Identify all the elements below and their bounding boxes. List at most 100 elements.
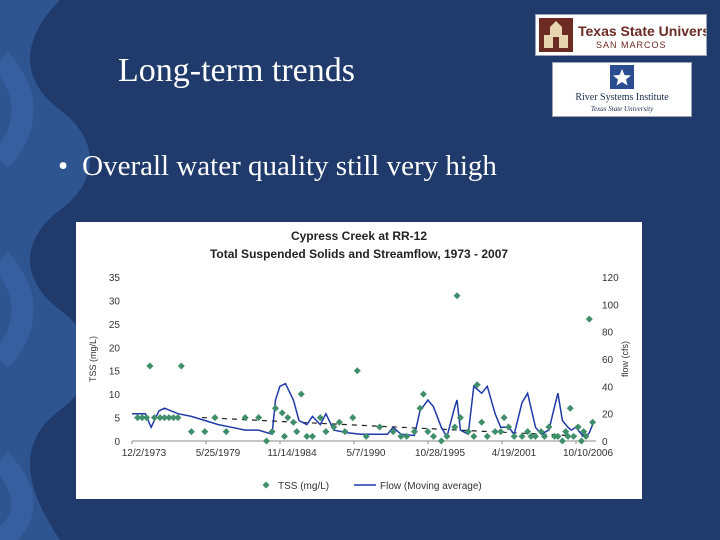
tss-point bbox=[564, 432, 572, 440]
slide-title: Long-term trends bbox=[118, 52, 355, 89]
tss-point bbox=[537, 428, 545, 436]
tss-point bbox=[322, 428, 330, 436]
tss-point bbox=[376, 423, 384, 431]
tss-point bbox=[464, 428, 472, 436]
tss-point bbox=[429, 432, 437, 440]
tss-point bbox=[177, 362, 185, 370]
tss-point bbox=[341, 428, 349, 436]
tss-point bbox=[262, 437, 270, 445]
x-tick-label: 4/19/2001 bbox=[492, 448, 537, 459]
chart-subtitle: Total Suspended Solids and Streamflow, 1… bbox=[210, 247, 508, 261]
tss-point bbox=[222, 428, 230, 436]
tss-point bbox=[473, 381, 481, 389]
tss-point bbox=[134, 414, 142, 422]
tss-streamflow-chart: Cypress Creek at RR-12 Total Suspended S… bbox=[76, 222, 642, 499]
chart-title: Cypress Creek at RR-12 bbox=[291, 229, 427, 243]
texas-state-logo: Texas State University SAN MARCOS bbox=[535, 14, 707, 56]
bullet-text: Overall water quality still very high bbox=[82, 150, 497, 182]
tss-point bbox=[491, 428, 499, 436]
chart-svg: Cypress Creek at RR-12 Total Suspended S… bbox=[88, 229, 630, 492]
y-tick-label: 35 bbox=[109, 273, 121, 284]
river-systems-institute-logo: River Systems Institute Texas State Univ… bbox=[552, 62, 692, 117]
tss-point bbox=[187, 428, 195, 436]
tss-point bbox=[308, 432, 316, 440]
tss-point bbox=[524, 428, 532, 436]
tss-point bbox=[335, 418, 343, 426]
tss-point bbox=[211, 414, 219, 422]
y2-tick-label: 20 bbox=[602, 410, 614, 421]
tss-point bbox=[362, 432, 370, 440]
tss-point bbox=[500, 414, 508, 422]
tss-point bbox=[451, 423, 459, 431]
tss-point bbox=[271, 404, 279, 412]
y2-tick-label: 0 bbox=[602, 437, 608, 448]
y2-tick-label: 60 bbox=[602, 355, 614, 366]
tss-point bbox=[280, 432, 288, 440]
flow-line bbox=[132, 382, 594, 439]
tss-point bbox=[278, 409, 286, 417]
tss-point bbox=[156, 414, 164, 422]
tss-point bbox=[174, 414, 182, 422]
tss-point bbox=[389, 428, 397, 436]
y-tick-label: 10 bbox=[109, 390, 121, 401]
x-tick-label: 10/28/1995 bbox=[415, 448, 465, 459]
y-tick-label: 20 bbox=[109, 343, 121, 354]
tss-point bbox=[293, 428, 301, 436]
tss-point bbox=[437, 437, 445, 445]
tss-point bbox=[169, 414, 177, 422]
tss-point bbox=[554, 432, 562, 440]
rsi-name: River Systems Institute bbox=[575, 92, 669, 103]
tss-point bbox=[410, 428, 418, 436]
tss-point bbox=[165, 414, 173, 422]
y-tick-label: 25 bbox=[109, 320, 121, 331]
tss-point bbox=[416, 404, 424, 412]
tss-point bbox=[146, 362, 154, 370]
bullet-glyph: • bbox=[58, 150, 69, 182]
tss-point bbox=[397, 432, 405, 440]
tss-point bbox=[566, 404, 574, 412]
tss-point bbox=[289, 418, 297, 426]
tss-point bbox=[419, 390, 427, 398]
y2-tick-label: 80 bbox=[602, 328, 614, 339]
tss-point bbox=[483, 432, 491, 440]
tss-point bbox=[353, 367, 361, 375]
texas-state-campus: SAN MARCOS bbox=[596, 40, 667, 50]
tss-point bbox=[470, 432, 478, 440]
x-tick-label: 5/25/1979 bbox=[196, 448, 241, 459]
y-tick-label: 30 bbox=[109, 296, 121, 307]
tss-point bbox=[349, 414, 357, 422]
star-icon bbox=[610, 65, 634, 89]
tss-point bbox=[201, 428, 209, 436]
tss-point bbox=[545, 423, 553, 431]
tss-point bbox=[303, 432, 311, 440]
tss-point bbox=[456, 414, 464, 422]
tss-series bbox=[134, 292, 597, 445]
building-seal-icon bbox=[539, 18, 573, 52]
tss-point bbox=[589, 418, 597, 426]
tss-point bbox=[138, 414, 146, 422]
tss-point bbox=[255, 414, 263, 422]
rsi-university: Texas State University bbox=[591, 105, 654, 113]
tss-point bbox=[518, 432, 526, 440]
legend-flow-label: Flow (Moving average) bbox=[380, 481, 482, 492]
y2-tick-label: 40 bbox=[602, 382, 614, 393]
tss-point bbox=[268, 428, 276, 436]
tss-point bbox=[505, 423, 513, 431]
x-tick-label: 10/10/2006 bbox=[563, 448, 613, 459]
x-tick-label: 5/7/1990 bbox=[347, 448, 386, 459]
tss-point bbox=[478, 418, 486, 426]
tss-point bbox=[582, 432, 590, 440]
tss-point bbox=[577, 437, 585, 445]
texas-state-name: Texas State University bbox=[578, 23, 706, 39]
y2-tick-label: 120 bbox=[602, 273, 619, 284]
tss-point bbox=[403, 432, 411, 440]
tss-point bbox=[527, 432, 535, 440]
y-tick-label: 0 bbox=[114, 437, 120, 448]
y2-tick-label: 100 bbox=[602, 300, 619, 311]
chart-legend: TSS (mg/L) Flow (Moving average) bbox=[262, 481, 482, 492]
tss-point bbox=[150, 414, 158, 422]
tss-point bbox=[570, 432, 578, 440]
tss-point bbox=[453, 292, 461, 300]
y-axis-label: TSS (mg/L) bbox=[88, 336, 98, 382]
